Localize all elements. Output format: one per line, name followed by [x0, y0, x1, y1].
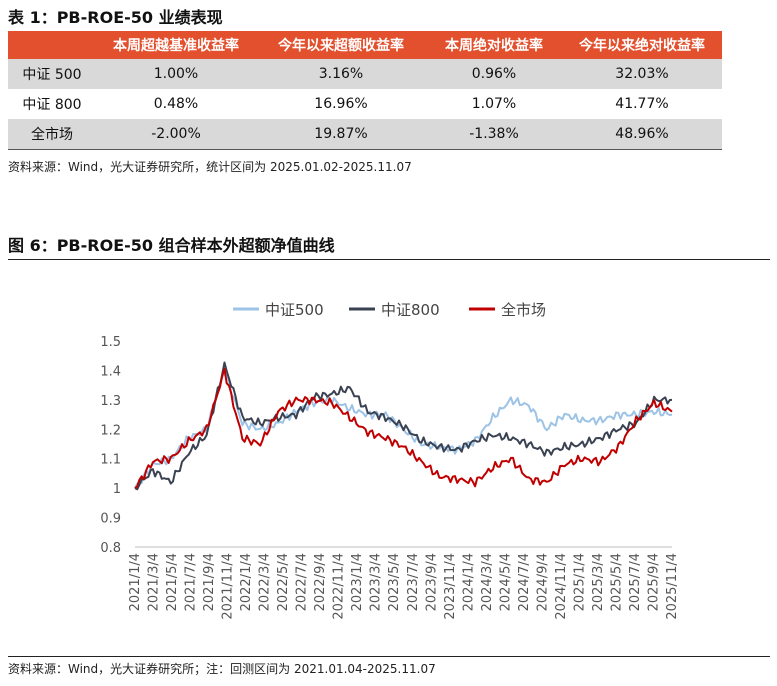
cell-value: -1.38%	[426, 119, 562, 150]
row-name: 中证 800	[22, 97, 82, 113]
y-tick-label: 1.3	[100, 394, 121, 409]
x-tick-label: 2025/1/4	[572, 553, 587, 611]
source-rule	[8, 656, 770, 657]
x-tick-label: 2021/1/4	[128, 553, 143, 611]
y-tick-label: 0.9	[100, 512, 121, 527]
x-tick-label: 2023/7/4	[406, 553, 421, 611]
x-tick-label: 2022/9/4	[313, 553, 328, 611]
y-tick-label: 1.4	[100, 364, 121, 379]
cell-value: 0.96%	[426, 59, 562, 89]
header-ytd-absolute: 今年以来绝对收益率	[562, 31, 722, 59]
title-rule	[8, 259, 770, 260]
x-tick-label: 2023/3/4	[369, 553, 384, 611]
x-tick-label: 2024/5/4	[498, 553, 513, 611]
table-row: 中证 800 0.48% 16.96% 1.07% 41.77%	[8, 89, 722, 119]
x-tick-label: 2022/7/4	[295, 553, 310, 611]
series-line	[134, 361, 673, 491]
performance-table: 本周超越基准收益率 今年以来超额收益率 本周绝对收益率 今年以来绝对收益率 中证…	[8, 31, 722, 150]
x-tick-label: 2024/1/4	[461, 553, 476, 611]
header-blank	[8, 31, 96, 59]
table-title: 表 1：PB-ROE-50 业绩表现	[8, 8, 223, 27]
y-tick-label: 1.5	[100, 335, 121, 350]
cell-value: 41.77%	[615, 96, 669, 112]
cell-value: 3.16%	[256, 59, 426, 89]
y-tick-label: 1	[113, 482, 121, 497]
table-header-row: 本周超越基准收益率 今年以来超额收益率 本周绝对收益率 今年以来绝对收益率	[8, 31, 722, 59]
x-tick-label: 2022/1/4	[239, 553, 254, 611]
cell-value: 1.00%	[96, 59, 256, 89]
x-tick-label: 2022/11/4	[332, 553, 347, 620]
series-line	[134, 367, 673, 489]
legend-label: 全市场	[501, 301, 546, 319]
x-tick-label: 2024/9/4	[535, 553, 550, 611]
x-tick-label: 2021/5/4	[165, 553, 180, 611]
cell-value: -2.00%	[96, 119, 256, 150]
x-tick-label: 2025/3/4	[591, 553, 606, 611]
y-tick-label: 0.8	[100, 541, 121, 556]
header-weekly-absolute: 本周绝对收益率	[426, 31, 562, 59]
x-tick-label: 2025/9/4	[646, 553, 661, 611]
x-tick-label: 2024/7/4	[517, 553, 532, 611]
x-tick-label: 2024/11/4	[554, 553, 569, 620]
y-tick-label: 1.2	[100, 423, 121, 438]
x-tick-label: 2021/11/4	[221, 553, 236, 620]
x-tick-label: 2025/11/4	[665, 553, 680, 620]
y-tick-label: 1.1	[100, 453, 121, 468]
table-source: 资料来源：Wind，光大证券研究所，统计区间为 2025.01.02-2025.…	[8, 160, 412, 174]
table-row: 中证 500 1.00% 3.16% 0.96% 32.03%	[8, 59, 722, 89]
x-tick-label: 2021/9/4	[202, 553, 217, 611]
legend-label: 中证500	[265, 301, 324, 319]
cell-value: 19.87%	[256, 119, 426, 150]
legend-label: 中证800	[381, 301, 440, 319]
x-tick-label: 2023/1/4	[350, 553, 365, 611]
x-tick-label: 2025/5/4	[609, 553, 624, 611]
x-tick-label: 2021/7/4	[184, 553, 199, 611]
cell-value: 1.07%	[471, 96, 517, 112]
series-line	[134, 373, 673, 489]
cell-value: 48.96%	[562, 119, 722, 150]
header-ytd-excess: 今年以来超额收益率	[256, 31, 426, 59]
chart-source: 资料来源：Wind，光大证券研究所；注：回测区间为 2021.01.04-202…	[8, 662, 436, 676]
x-tick-label: 2024/3/4	[480, 553, 495, 611]
x-tick-label: 2025/7/4	[628, 553, 643, 611]
cell-value: 16.96%	[314, 96, 368, 112]
x-tick-label: 2023/11/4	[443, 553, 458, 620]
x-tick-label: 2022/5/4	[276, 553, 291, 611]
x-tick-label: 2023/9/4	[424, 553, 439, 611]
row-name: 全市场	[8, 119, 96, 150]
table-row: 全市场 -2.00% 19.87% -1.38% 48.96%	[8, 119, 722, 150]
row-name: 中证 500	[8, 59, 96, 89]
x-tick-label: 2021/3/4	[147, 553, 162, 611]
x-tick-label: 2022/3/4	[258, 553, 273, 611]
x-tick-label: 2023/5/4	[387, 553, 402, 611]
cell-value: 0.48%	[153, 96, 199, 112]
header-weekly-excess: 本周超越基准收益率	[96, 31, 256, 59]
chart-title: 图 6：PB-ROE-50 组合样本外超额净值曲线	[8, 236, 335, 255]
cell-value: 32.03%	[562, 59, 722, 89]
